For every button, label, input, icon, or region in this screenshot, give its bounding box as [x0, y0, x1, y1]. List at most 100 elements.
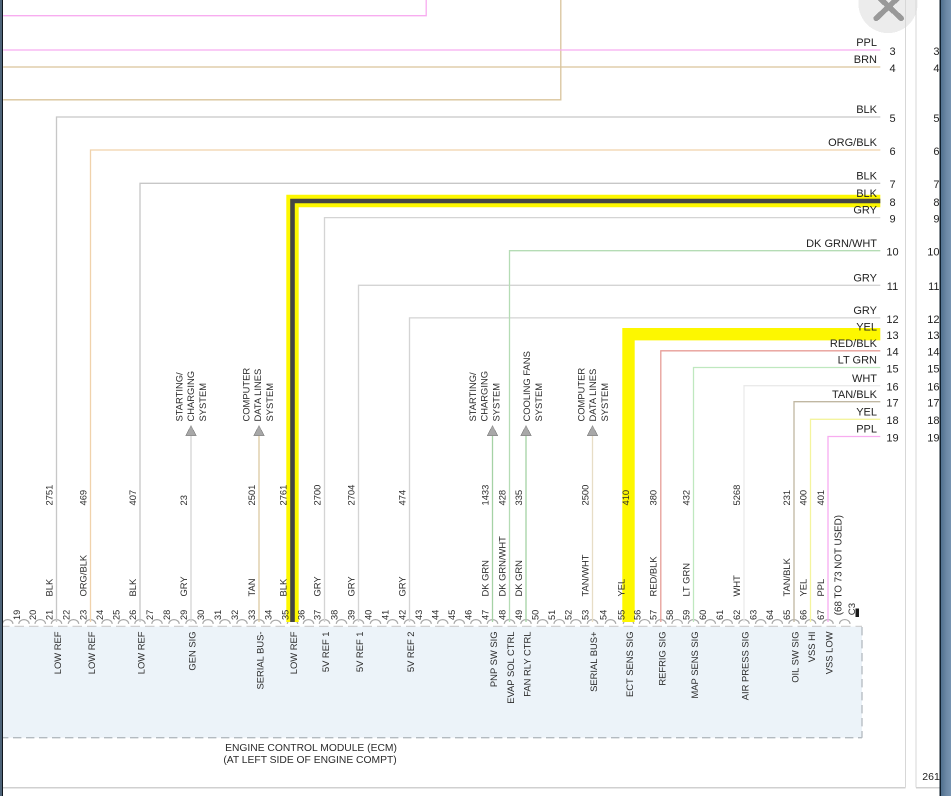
svg-text:(AT LEFT SIDE OF ENGINE COMPT): (AT LEFT SIDE OF ENGINE COMPT)	[223, 755, 396, 766]
svg-text:C3: C3	[847, 603, 858, 615]
svg-text:12: 12	[927, 314, 939, 326]
svg-text:5: 5	[933, 113, 939, 125]
svg-text:34: 34	[264, 610, 274, 620]
svg-text:25: 25	[111, 610, 121, 620]
svg-text:RED/BLK: RED/BLK	[830, 338, 878, 350]
svg-text:23: 23	[78, 610, 88, 620]
svg-text:LOW REF: LOW REF	[288, 631, 299, 674]
svg-text:FAN RLY CTRL: FAN RLY CTRL	[522, 632, 533, 697]
svg-text:17: 17	[886, 398, 898, 410]
svg-text:SYSTEM: SYSTEM	[490, 383, 501, 422]
svg-text:11: 11	[887, 281, 898, 293]
svg-text:1433: 1433	[479, 485, 490, 506]
svg-text:56: 56	[632, 610, 642, 620]
svg-text:TAN/WHT: TAN/WHT	[579, 554, 590, 596]
svg-text:2501: 2501	[246, 485, 257, 506]
svg-text:6: 6	[889, 146, 895, 158]
svg-text:GRY: GRY	[853, 205, 877, 217]
svg-text:19: 19	[12, 610, 22, 620]
svg-text:(68 TO 73 NOT USED): (68 TO 73 NOT USED)	[834, 515, 845, 615]
svg-text:2761: 2761	[278, 485, 289, 506]
svg-text:ENGINE CONTROL MODULE (ECM): ENGINE CONTROL MODULE (ECM)	[225, 743, 397, 754]
svg-text:2751: 2751	[43, 485, 54, 506]
svg-text:9: 9	[889, 214, 895, 226]
svg-text:38: 38	[329, 610, 339, 620]
svg-text:LOW REF: LOW REF	[86, 631, 97, 674]
svg-text:GRY: GRY	[853, 272, 877, 284]
svg-text:35: 35	[280, 610, 290, 620]
svg-text:432: 432	[680, 490, 691, 506]
svg-text:2700: 2700	[311, 485, 322, 506]
svg-text:BLK: BLK	[127, 578, 138, 596]
svg-text:PNP SW SIG: PNP SW SIG	[488, 632, 499, 688]
svg-text:20: 20	[28, 610, 38, 620]
svg-text:GRY: GRY	[396, 576, 407, 597]
svg-text:469: 469	[77, 490, 88, 506]
svg-text:REFRIG SIG: REFRIG SIG	[656, 632, 667, 686]
svg-text:VSS HI: VSS HI	[806, 632, 817, 663]
svg-text:4: 4	[933, 63, 939, 75]
svg-text:SERIAL BUS+: SERIAL BUS+	[588, 631, 599, 692]
svg-text:TAN: TAN	[246, 578, 257, 596]
svg-text:TAN/BLK: TAN/BLK	[832, 389, 878, 401]
svg-text:SYSTEM: SYSTEM	[264, 383, 275, 422]
svg-text:474: 474	[396, 490, 407, 506]
svg-text:5V REF 1: 5V REF 1	[354, 632, 365, 673]
svg-text:231: 231	[781, 490, 792, 506]
svg-text:32: 32	[230, 610, 240, 620]
svg-text:ORG/BLK: ORG/BLK	[77, 554, 88, 596]
svg-text:3: 3	[889, 46, 895, 58]
svg-text:DK GRN: DK GRN	[479, 560, 490, 596]
svg-text:6: 6	[933, 146, 939, 158]
svg-text:21: 21	[44, 610, 54, 620]
svg-text:TAN/BLK: TAN/BLK	[781, 557, 792, 596]
svg-text:AIR PRESS SIG: AIR PRESS SIG	[740, 632, 751, 701]
svg-text:WHT: WHT	[731, 575, 742, 597]
svg-text:54: 54	[598, 610, 608, 620]
svg-text:28: 28	[162, 610, 172, 620]
svg-text:401: 401	[815, 490, 826, 506]
svg-text:YEL: YEL	[856, 406, 877, 418]
svg-text:COMPUTER: COMPUTER	[240, 368, 251, 422]
svg-text:5V REF 2: 5V REF 2	[405, 632, 416, 673]
svg-text:10: 10	[886, 247, 898, 259]
svg-text:GRY: GRY	[853, 305, 877, 317]
svg-text:39: 39	[346, 610, 356, 620]
svg-text:LOW REF: LOW REF	[136, 631, 147, 674]
svg-text:19: 19	[927, 432, 939, 444]
svg-text:GEN SIG: GEN SIG	[187, 632, 198, 671]
svg-text:58: 58	[665, 610, 675, 620]
svg-text:COOLING FANS: COOLING FANS	[521, 351, 532, 421]
svg-text:46: 46	[464, 610, 474, 620]
svg-text:STARTING/: STARTING/	[467, 372, 478, 422]
svg-text:23: 23	[178, 495, 189, 505]
svg-text:5268: 5268	[731, 485, 742, 506]
svg-text:45: 45	[447, 610, 457, 620]
svg-text:2704: 2704	[345, 485, 356, 506]
svg-text:18: 18	[886, 415, 898, 427]
svg-text:DATA LINES: DATA LINES	[587, 369, 598, 422]
svg-text:15: 15	[927, 363, 939, 375]
svg-text:48: 48	[497, 610, 507, 620]
svg-text:SERIAL BUS-: SERIAL BUS-	[255, 632, 266, 690]
svg-text:CHARGING: CHARGING	[478, 371, 489, 422]
svg-text:ORG/BLK: ORG/BLK	[828, 137, 878, 149]
svg-text:29: 29	[179, 610, 189, 620]
svg-text:BRN: BRN	[854, 54, 877, 66]
svg-text:50: 50	[530, 610, 540, 620]
svg-text:COMPUTER: COMPUTER	[575, 368, 586, 422]
svg-text:65: 65	[782, 610, 792, 620]
svg-text:59: 59	[681, 610, 691, 620]
svg-text:43: 43	[414, 610, 424, 620]
svg-text:11: 11	[928, 281, 939, 293]
svg-text:YEL: YEL	[615, 579, 626, 597]
svg-text:7: 7	[933, 179, 939, 191]
svg-text:26: 26	[128, 610, 138, 620]
svg-text:13: 13	[927, 330, 939, 342]
svg-text:MAP SENS SIG: MAP SENS SIG	[689, 632, 700, 699]
svg-text:STARTING/: STARTING/	[173, 372, 184, 422]
svg-text:67: 67	[816, 610, 826, 620]
svg-text:3: 3	[933, 46, 939, 58]
svg-text:18: 18	[927, 415, 939, 427]
svg-text:13: 13	[886, 330, 898, 342]
